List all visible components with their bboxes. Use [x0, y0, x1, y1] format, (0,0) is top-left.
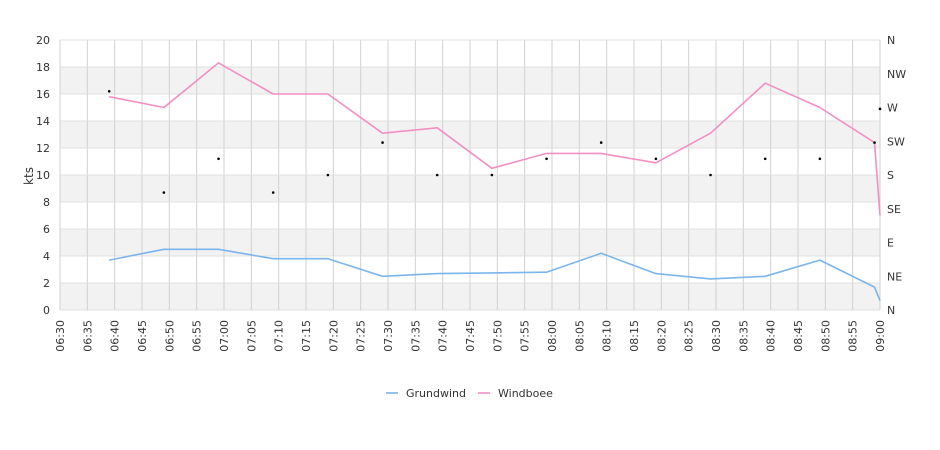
legend-label: Grundwind: [406, 387, 466, 400]
y-tick-label: 8: [43, 196, 50, 209]
x-tick-label: 09:00: [874, 320, 887, 352]
x-tick-label: 08:35: [737, 320, 750, 352]
x-tick-label: 06:30: [54, 320, 67, 352]
direction-tick-label: S: [887, 169, 894, 182]
direction-marker: [490, 173, 494, 177]
direction-tick-label: E: [887, 237, 894, 250]
direction-tick-label: W: [887, 102, 898, 115]
x-tick-label: 06:55: [191, 320, 204, 352]
y-tick-label: 12: [36, 142, 50, 155]
x-tick-label: 08:15: [628, 320, 641, 352]
x-tick-label: 08:20: [655, 320, 668, 352]
x-axis-ticks: 06:30 06:35 06:40 06:45 06:50 06:55 07:00 07:05…: [54, 320, 887, 352]
x-tick-label: 08:50: [819, 320, 832, 352]
x-tick-label: 08:10: [601, 320, 614, 352]
y-tick-label: 6: [43, 223, 50, 236]
y-tick-label: 4: [43, 250, 50, 263]
series-lines: [109, 62, 881, 301]
x-tick-label: 06:35: [81, 320, 94, 352]
direction-marker: [878, 107, 882, 111]
direction-tick-label: SW: [887, 135, 905, 148]
x-tick-label: 07:05: [245, 320, 258, 352]
y-tick-label: 20: [36, 34, 50, 47]
y-axis-ticks: 0 2 4 6 8 10 12 14 16 18 20: [36, 34, 50, 317]
y-tick-label: 16: [36, 88, 50, 101]
direction-marker: [326, 173, 330, 177]
x-tick-label: 07:30: [382, 320, 395, 352]
direction-marker: [599, 141, 603, 144]
x-tick-label: 07:55: [519, 320, 532, 352]
direction-tick-label: NW: [887, 68, 906, 81]
y-tick-label: 18: [36, 61, 50, 74]
x-tick-label: 07:50: [491, 320, 504, 352]
x-tick-label: 08:45: [792, 320, 805, 352]
y-tick-label: 10: [36, 169, 50, 182]
legend[interactable]: Grundwind Windboee: [386, 387, 553, 400]
y-tick-label: 0: [43, 304, 50, 317]
legend-label: Windboee: [498, 387, 553, 400]
x-tick-label: 06:45: [136, 320, 149, 352]
x-tick-label: 07:20: [327, 320, 340, 352]
direction-marker: [217, 157, 220, 161]
y-tick-label: 14: [36, 115, 50, 128]
direction-marker: [709, 173, 712, 177]
series-line-1: [109, 62, 881, 216]
x-tick-label: 08:55: [847, 320, 860, 352]
direction-marker: [162, 191, 166, 194]
y-tick-label: 2: [43, 277, 50, 290]
x-tick-label: 07:10: [273, 320, 286, 352]
x-tick-label: 07:15: [300, 320, 313, 352]
x-tick-label: 08:25: [683, 320, 696, 352]
direction-marker: [545, 157, 548, 161]
x-tick-label: 07:25: [355, 320, 368, 352]
x-tick-label: 08:40: [765, 320, 778, 352]
direction-markers: [107, 90, 882, 194]
direction-tick-label: SE: [887, 203, 901, 216]
y-axis-title: kts: [22, 167, 36, 185]
direction-marker: [763, 157, 767, 161]
direction-marker: [381, 141, 384, 144]
x-tick-label: 06:50: [163, 320, 176, 352]
direction-axis-ticks: N NW W SW S SE E NE N: [887, 34, 906, 317]
direction-marker: [435, 173, 439, 177]
direction-marker: [818, 157, 822, 161]
direction-marker: [271, 191, 275, 194]
horizontal-gridlines: [60, 39, 880, 311]
x-tick-label: 08:05: [573, 320, 586, 352]
x-tick-label: 07:00: [218, 320, 231, 352]
direction-marker: [107, 90, 111, 93]
direction-marker: [873, 141, 876, 144]
direction-marker: [654, 157, 658, 161]
series-line-0: [109, 248, 881, 301]
direction-tick-label: N: [887, 304, 895, 317]
direction-tick-label: N: [887, 34, 895, 47]
x-tick-label: 08:00: [546, 320, 559, 352]
x-tick-label: 07:40: [437, 320, 450, 352]
x-tick-label: 08:30: [710, 320, 723, 352]
x-tick-label: 07:45: [464, 320, 477, 352]
x-tick-label: 07:35: [409, 320, 422, 352]
direction-tick-label: NE: [887, 270, 902, 283]
x-tick-label: 06:40: [109, 320, 122, 352]
